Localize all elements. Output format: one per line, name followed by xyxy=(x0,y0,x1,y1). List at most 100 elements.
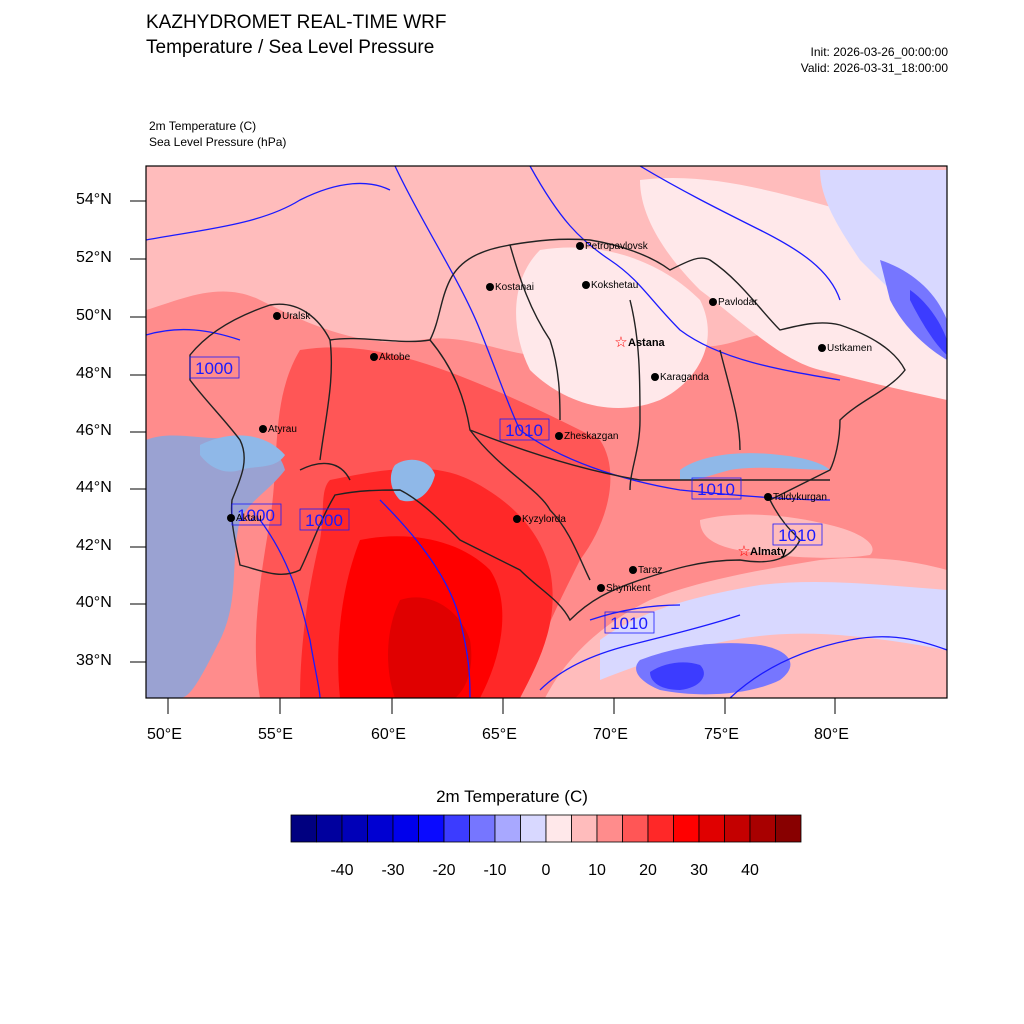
colorbar-box xyxy=(316,814,343,843)
variable-pressure-label: Sea Level Pressure (hPa) xyxy=(149,135,287,149)
city-aktau: Aktau xyxy=(227,513,262,524)
colorbar-box xyxy=(749,814,776,843)
colorbar-label: -30 xyxy=(381,862,405,879)
colorbar-box xyxy=(520,814,547,843)
variable-temperature-label: 2m Temperature (C) xyxy=(149,119,257,133)
svg-text:1000: 1000 xyxy=(305,511,343,530)
lon-label-50: 50°E xyxy=(147,726,182,743)
colorbar-box xyxy=(545,814,572,843)
city-uralsk: Uralsk xyxy=(273,311,311,322)
city-taraz: Taraz xyxy=(629,565,662,576)
svg-text:Zheskazgan: Zheskazgan xyxy=(564,431,618,442)
svg-text:Astana: Astana xyxy=(628,337,666,349)
lon-label-65: 65°E xyxy=(482,726,517,743)
isobar-label-1000-a: 1000 xyxy=(189,356,240,379)
svg-text:Kyzylorda: Kyzylorda xyxy=(522,514,566,525)
isobars xyxy=(146,166,947,698)
colorbar-box xyxy=(443,814,470,843)
lon-label-70: 70°E xyxy=(593,726,628,743)
valid-time: Valid: 2026-03-31_18:00:00 xyxy=(800,61,948,75)
svg-text:1000: 1000 xyxy=(237,506,275,525)
city-kyzylorda: Kyzylorda xyxy=(513,514,566,525)
lat-label-42: 42°N xyxy=(76,537,112,554)
isobar-label-1010-b: 1010 xyxy=(691,477,742,500)
colorbar-box xyxy=(469,814,496,843)
lat-label-52: 52°N xyxy=(76,249,112,266)
lon-label-75: 75°E xyxy=(704,726,739,743)
svg-text:Pavlodar: Pavlodar xyxy=(718,297,758,308)
svg-text:Karaganda: Karaganda xyxy=(660,372,709,383)
svg-text:Almaty: Almaty xyxy=(750,546,788,558)
svg-text:Kostanai: Kostanai xyxy=(495,282,534,293)
colorbar-label: -10 xyxy=(483,862,507,879)
svg-text:1010: 1010 xyxy=(610,614,648,633)
city-atyrau: Atyrau xyxy=(259,424,297,435)
colorbar-box xyxy=(673,814,700,843)
colorbar-box xyxy=(494,814,521,843)
city-astana: ☆ Astana xyxy=(614,334,665,351)
colorbar-box xyxy=(724,814,751,843)
colorbar-box xyxy=(392,814,419,843)
svg-text:☆: ☆ xyxy=(614,334,627,351)
svg-text:Shymkent: Shymkent xyxy=(606,583,651,594)
lat-label-38: 38°N xyxy=(76,652,112,669)
svg-text:Kokshetau: Kokshetau xyxy=(591,280,638,291)
city-ustkamen: Ustkamen xyxy=(818,343,872,354)
svg-text:Aktobe: Aktobe xyxy=(379,352,411,363)
colorbar-label: 40 xyxy=(741,862,759,879)
colorbar-label: 10 xyxy=(588,862,606,879)
svg-text:Aktau: Aktau xyxy=(236,513,262,524)
city-kokshetau: Kokshetau xyxy=(582,280,638,291)
city-taldykurgan: Taldykurgan xyxy=(764,492,827,503)
colorbar-box xyxy=(622,814,649,843)
svg-text:Petropavlovsk: Petropavlovsk xyxy=(585,241,649,252)
svg-text:1010: 1010 xyxy=(778,526,816,545)
lat-label-50: 50°N xyxy=(76,307,112,324)
svg-text:1010: 1010 xyxy=(697,480,735,499)
svg-text:1010: 1010 xyxy=(505,421,543,440)
colorbar-box xyxy=(698,814,725,843)
city-markers: Petropavlovsk Kostanai Kokshetau Pavloda… xyxy=(227,241,872,594)
colorbar-box xyxy=(571,814,598,843)
lat-label-44: 44°N xyxy=(76,479,112,496)
colorbar-box xyxy=(367,814,394,843)
isobar-label-1010-c: 1010 xyxy=(772,523,823,546)
temperature-field xyxy=(146,166,947,698)
lon-label-55: 55°E xyxy=(258,726,293,743)
city-shymkent: Shymkent xyxy=(597,583,651,594)
lon-ticks xyxy=(167,698,836,714)
svg-text:Taldykurgan: Taldykurgan xyxy=(773,492,827,503)
colorbar xyxy=(290,814,802,843)
lat-label-46: 46°N xyxy=(76,422,112,439)
colorbar-box xyxy=(596,814,623,843)
city-pavlodar: Pavlodar xyxy=(709,297,758,308)
isobar-labels: 1000 1010 1010 1000 1000 1010 1010 xyxy=(189,356,823,634)
colorbar-label: 0 xyxy=(541,862,551,879)
lat-ticks xyxy=(130,200,146,663)
svg-text:Uralsk: Uralsk xyxy=(282,311,311,322)
isobar-label-1000-c: 1000 xyxy=(299,508,350,531)
city-kostanai: Kostanai xyxy=(486,282,534,293)
colorbar-label: -40 xyxy=(330,862,354,879)
lon-label-60: 60°E xyxy=(371,726,406,743)
lat-label-54: 54°N xyxy=(76,191,112,208)
city-almaty: ☆ Almaty xyxy=(737,543,787,560)
colorbar-label: 20 xyxy=(639,862,657,879)
svg-text:Ustkamen: Ustkamen xyxy=(827,343,872,354)
lat-label-48: 48°N xyxy=(76,365,112,382)
colorbar-label: -20 xyxy=(432,862,456,879)
colorbar-box xyxy=(775,814,802,843)
svg-text:1000: 1000 xyxy=(195,359,233,378)
lat-label-40: 40°N xyxy=(76,594,112,611)
svg-text:Atyrau: Atyrau xyxy=(268,424,297,435)
city-petropavlovsk: Petropavlovsk xyxy=(576,241,649,252)
colorbar-title: 2m Temperature (C) xyxy=(436,787,588,806)
city-aktobe: Aktobe xyxy=(370,352,411,363)
isobar-label-1010-d: 1010 xyxy=(604,611,655,634)
lon-label-80: 80°E xyxy=(814,726,849,743)
colorbar-box xyxy=(290,814,317,843)
chart-subtitle: Temperature / Sea Level Pressure xyxy=(146,37,435,58)
city-karaganda: Karaganda xyxy=(651,372,709,383)
colorbar-box xyxy=(418,814,445,843)
